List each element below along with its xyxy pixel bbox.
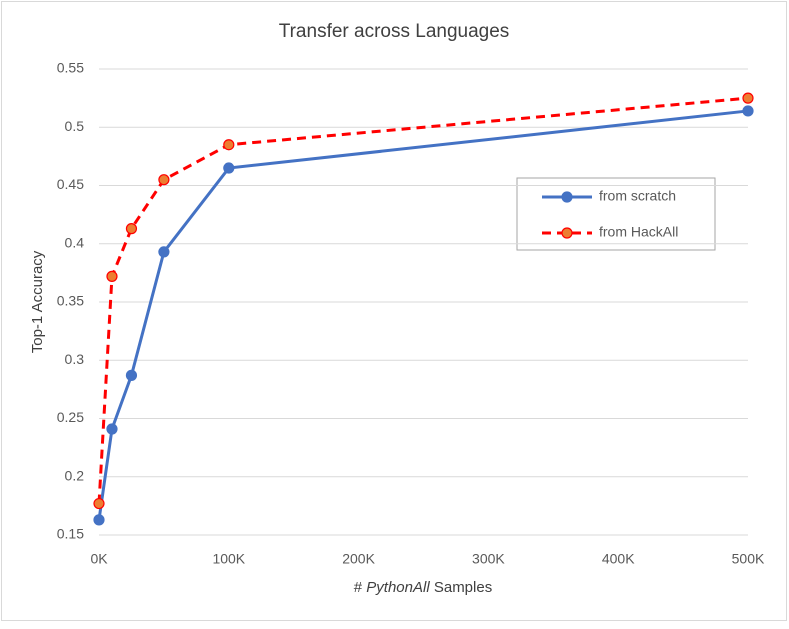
data-point <box>125 369 138 381</box>
data-point <box>742 105 754 117</box>
x-tick-label: 400K <box>602 551 635 567</box>
data-point <box>106 423 118 435</box>
data-point <box>223 139 235 151</box>
y-tick-label: 0.3 <box>65 351 85 367</box>
x-tick-label: 0K <box>90 551 108 567</box>
y-tick-label: 0.15 <box>57 526 84 542</box>
data-point <box>106 270 118 282</box>
legend-label: from HackAll <box>599 224 678 240</box>
data-point <box>223 162 235 174</box>
x-label-part: # <box>354 579 363 596</box>
x-tick-label: 200K <box>342 551 375 567</box>
x-label-part: Samples <box>434 579 492 596</box>
legend-marker <box>561 191 573 203</box>
x-label-part: PythonAll <box>366 579 430 596</box>
data-point <box>93 497 105 510</box>
data-point <box>93 514 105 526</box>
legend-label: from scratch <box>599 188 676 204</box>
y-tick-label: 0.2 <box>65 467 85 483</box>
y-axis-label: Top-1 Accuracy <box>29 250 46 353</box>
series-line <box>97 109 749 521</box>
data-point <box>158 174 170 186</box>
data-point <box>742 92 754 104</box>
y-tick-label: 0.45 <box>57 176 84 192</box>
x-tick-label: 100K <box>212 551 245 567</box>
y-tick-label: 0.25 <box>57 409 84 425</box>
x-axis-label: # PythonAll Samples <box>354 579 492 596</box>
y-tick-label: 0.4 <box>65 234 85 250</box>
legend-box <box>516 177 716 251</box>
series-line <box>97 96 749 504</box>
chart-title: Transfer across Languages <box>279 21 510 42</box>
x-tick-label: 300K <box>472 551 505 567</box>
data-point <box>125 223 138 235</box>
x-tick-label: 500K <box>732 551 765 567</box>
data-point <box>158 246 170 258</box>
legend-marker <box>561 227 573 239</box>
y-tick-label: 0.55 <box>57 60 84 76</box>
y-tick-label: 0.35 <box>57 293 84 309</box>
y-tick-label: 0.5 <box>65 118 85 134</box>
